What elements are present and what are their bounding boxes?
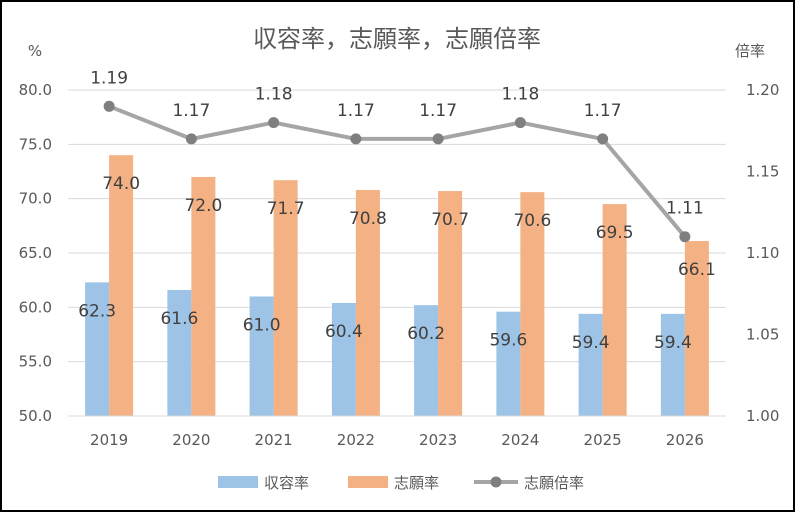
data-label-shiganbairitsu: 1.17 [172,101,210,121]
left-tick-label: 65.0 [19,244,52,262]
bar-shiganritsu [191,176,216,416]
ratio-marker [514,117,526,129]
bar-shuuyouritsu [249,296,274,416]
data-label-shiganbairitsu: 1.18 [501,85,539,105]
data-label-shiganbairitsu: 1.17 [337,101,375,121]
data-label-shiganritsu: 71.7 [267,199,305,219]
bar-shiganritsu [273,180,298,416]
right-tick-label: 1.20 [746,81,779,99]
bar-shiganritsu [684,241,709,416]
data-label-shuuyouritsu: 59.6 [489,331,527,351]
right-tick-label: 1.05 [746,326,779,344]
data-label-shiganritsu: 69.5 [596,223,634,243]
left-tick-label: 80.0 [19,81,52,99]
bar-shiganritsu [602,204,627,416]
legend-label-shuuyouritsu: 収容率 [264,474,309,492]
data-label-shuuyouritsu: 61.6 [160,309,198,329]
data-label-shiganritsu: 72.0 [184,196,222,216]
ratio-marker [103,100,115,112]
bar-shuuyouritsu [414,305,439,416]
bar-shiganritsu [520,192,545,416]
x-tick-label: 2022 [337,431,375,449]
left-tick-label: 70.0 [19,190,52,208]
data-label-shuuyouritsu: 59.4 [572,333,610,353]
left-tick-label: 60.0 [19,298,52,316]
right-tick-label: 1.15 [746,163,779,181]
data-label-shiganbairitsu: 1.11 [666,199,704,219]
bar-shiganritsu [355,189,380,416]
x-tick-label: 2020 [172,431,210,449]
data-label-shuuyouritsu: 60.4 [325,322,363,342]
data-label-shuuyouritsu: 60.2 [407,324,445,344]
data-label-shuuyouritsu: 62.3 [78,301,116,321]
left-tick-label: 75.0 [19,135,52,153]
right-tick-label: 1.10 [746,244,779,262]
legend-label-shiganbairitsu: 志願倍率 [524,474,584,492]
ratio-marker [268,117,280,129]
data-labels: 62.3 61.6 61.0 60.4 60.2 59.6 59.4 59.4 74.0 72.0… [78,68,716,353]
ratio-marker [432,133,444,145]
x-tick-label: 2021 [255,431,293,449]
ratio-line [103,100,691,243]
legend-swatch-shiganbairitsu-marker [490,476,502,488]
x-tick-label: 2024 [501,431,539,449]
ratio-marker [597,133,609,145]
x-tick-label: 2025 [584,431,622,449]
bar-shuuyouritsu [331,302,356,416]
left-axis-label: % [28,42,42,60]
legend-label-shiganritsu: 志願率 [394,474,439,492]
x-tick-label: 2023 [419,431,457,449]
data-label-shiganritsu: 70.8 [349,209,387,229]
bars [85,155,709,416]
data-label-shiganritsu: 70.7 [431,210,469,230]
bar-shuuyouritsu [496,311,521,416]
data-label-shiganbairitsu: 1.17 [419,101,457,121]
left-tick-label: 55.0 [19,353,52,371]
data-label-shiganbairitsu: 1.17 [584,101,622,121]
bar-shuuyouritsu [660,313,685,416]
data-label-shiganritsu: 74.0 [102,174,140,194]
data-label-shuuyouritsu: 59.4 [654,333,692,353]
data-label-shiganritsu: 70.6 [513,211,551,231]
ratio-line-path [108,104,687,238]
x-tick-label: 2026 [666,431,704,449]
data-label-shiganbairitsu: 1.19 [90,68,128,88]
ratio-marker [350,133,362,145]
bar-shuuyouritsu [167,289,192,416]
legend-swatch-shiganritsu [348,476,388,488]
legend: 収容率 志願率 志願倍率 [218,474,584,492]
axes: 50.0 55.0 60.0 65.0 70.0 75.0 80.0 1.00 1.05 1.10… [19,81,780,449]
data-label-shiganritsu: 66.1 [678,260,716,280]
bar-shiganritsu [438,191,463,416]
legend-swatch-shuuyouritsu [218,476,258,488]
bar-shiganritsu [109,155,134,416]
x-tick-label: 2019 [90,431,128,449]
chart-title: 収容率，志願率，志願倍率 [253,25,541,53]
ratio-marker [679,231,691,243]
ratio-marker [185,133,197,145]
bar-shuuyouritsu [85,282,110,416]
data-label-shiganbairitsu: 1.18 [255,85,293,105]
left-tick-label: 50.0 [19,407,52,425]
data-label-shuuyouritsu: 61.0 [243,315,281,335]
right-axis-label: 倍率 [735,42,765,60]
bar-shuuyouritsu [578,313,603,416]
right-tick-label: 1.00 [746,407,779,425]
